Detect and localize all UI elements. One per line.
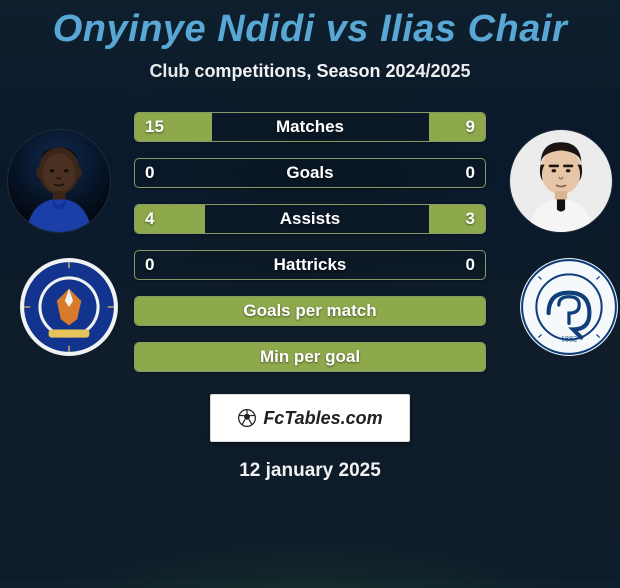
stat-left-value: 0 — [145, 163, 154, 183]
stat-row: 0 Goals 0 — [134, 158, 486, 188]
stat-label: Hattricks — [274, 255, 347, 275]
stat-label: Assists — [280, 209, 340, 229]
stat-label: Goals per match — [243, 301, 376, 321]
stat-row: 0 Hattricks 0 — [134, 250, 486, 280]
club-left-badge — [18, 256, 120, 358]
player-left-avatar — [8, 130, 110, 232]
stat-right-value: 0 — [466, 255, 475, 275]
stat-label: Min per goal — [260, 347, 360, 367]
stats-container: 1882 15 Matches 9 0 Goals 0 4 Assists 3 0 Hattrick… — [0, 112, 620, 372]
stat-right-value: 9 — [466, 117, 475, 137]
club-right-badge: 1882 — [518, 256, 620, 358]
stat-left-value: 15 — [145, 117, 164, 137]
stat-row: 15 Matches 9 — [134, 112, 486, 142]
stat-label: Goals — [286, 163, 333, 183]
stat-right-value: 0 — [466, 163, 475, 183]
stat-right-value: 3 — [466, 209, 475, 229]
stat-row: 4 Assists 3 — [134, 204, 486, 234]
svg-text:1882: 1882 — [561, 335, 577, 344]
stat-row: Min per goal — [134, 342, 486, 372]
stat-rows: 15 Matches 9 0 Goals 0 4 Assists 3 0 Hattricks 0 Goa… — [134, 112, 486, 372]
stat-row: Goals per match — [134, 296, 486, 326]
stat-label: Matches — [276, 117, 344, 137]
player-right-avatar — [510, 130, 612, 232]
stat-left-value: 0 — [145, 255, 154, 275]
stat-left-value: 4 — [145, 209, 154, 229]
bar-fill-right — [429, 113, 485, 141]
bar-fill-right — [429, 205, 485, 233]
